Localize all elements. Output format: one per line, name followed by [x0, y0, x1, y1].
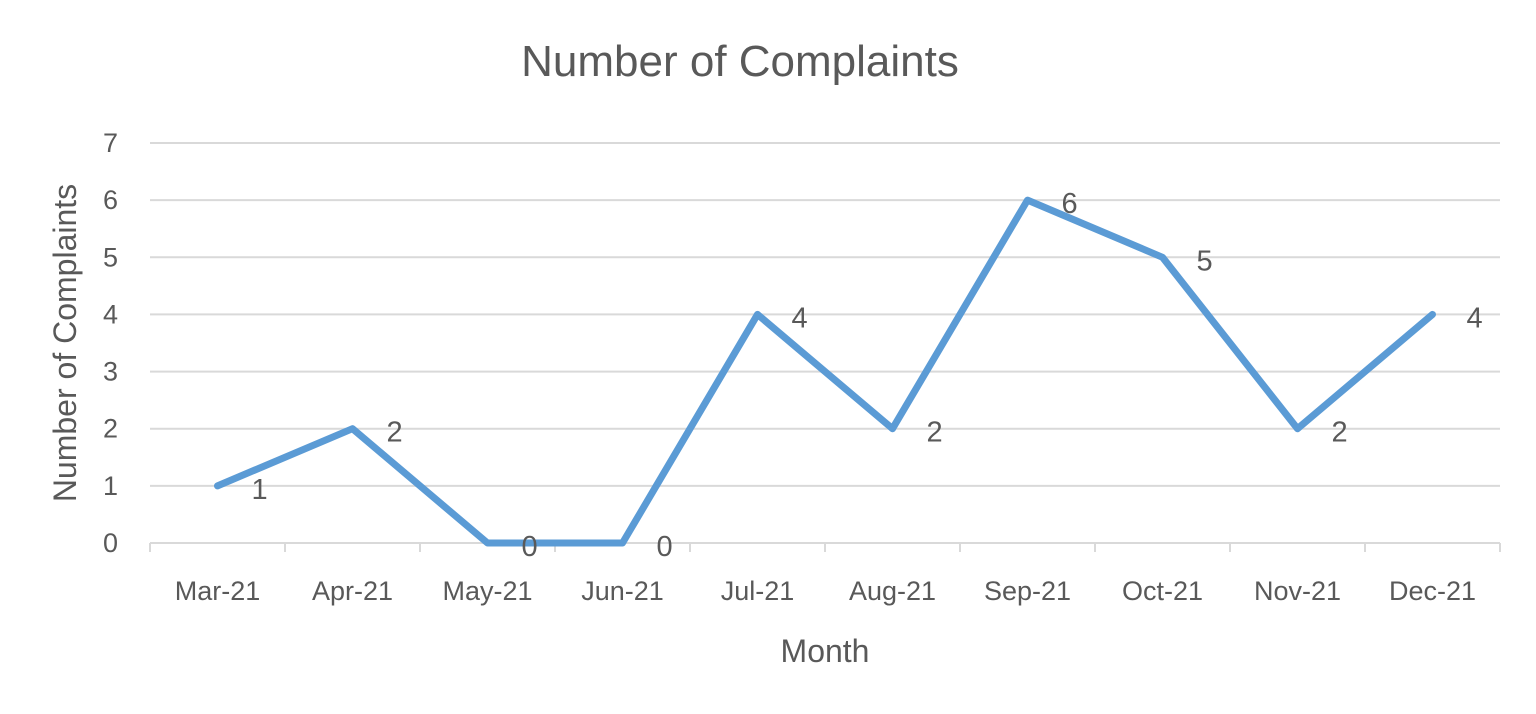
x-axis-label: Month — [781, 633, 870, 669]
data-label: 2 — [1332, 417, 1348, 449]
series-line — [214, 196, 1436, 547]
x-tick-label: Jul-21 — [721, 576, 795, 606]
x-tick-label: Jun-21 — [581, 576, 664, 606]
y-tick-label: 5 — [103, 242, 118, 272]
x-tick-label: Dec-21 — [1389, 576, 1476, 606]
data-label: 6 — [1062, 188, 1078, 220]
x-axis: Mar-21 Apr-21 May-21 Jun-21 Jul-21 Aug-21 Sep-… — [149, 542, 1501, 606]
x-tick-label: Mar-21 — [175, 576, 261, 606]
data-label: 4 — [1467, 302, 1483, 334]
x-tick-label: Apr-21 — [312, 576, 393, 606]
y-tick-label: 4 — [103, 299, 118, 329]
y-axis-label: Number of Complaints — [47, 184, 83, 502]
gridlines — [150, 142, 1500, 487]
x-tick-label: Sep-21 — [984, 576, 1071, 606]
x-tick-label: Oct-21 — [1122, 576, 1203, 606]
y-tick-label: 2 — [103, 414, 118, 444]
data-label: 2 — [387, 417, 403, 449]
y-tick-label: 1 — [103, 471, 118, 501]
x-tick-label: Aug-21 — [849, 576, 936, 606]
chart-title: Number of Complaints — [521, 37, 959, 86]
data-label: 0 — [657, 531, 673, 563]
x-tick-label: May-21 — [442, 576, 532, 606]
data-label: 2 — [927, 417, 943, 449]
y-tick-label: 6 — [103, 185, 118, 215]
data-label: 5 — [1197, 245, 1213, 277]
series: 1 2 0 0 4 2 6 5 2 4 — [214, 188, 1483, 563]
data-label: 0 — [522, 531, 538, 563]
y-tick-label: 0 — [103, 528, 118, 558]
y-tick-label: 3 — [103, 357, 118, 387]
x-tick-label: Nov-21 — [1254, 576, 1341, 606]
data-label: 4 — [792, 302, 808, 334]
y-axis: 0 1 2 3 4 5 6 7 — [103, 128, 118, 558]
y-tick-label: 7 — [103, 128, 118, 158]
data-label: 1 — [252, 474, 268, 506]
